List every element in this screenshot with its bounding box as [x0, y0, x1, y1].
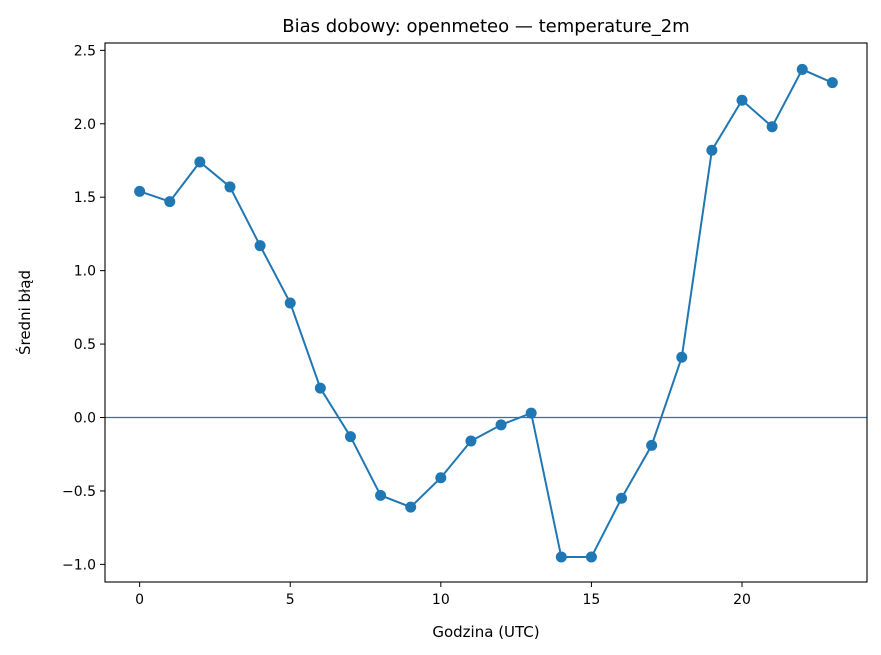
data-point — [706, 144, 718, 156]
data-point — [616, 492, 628, 504]
y-axis-ticks: 2.5 2.0 1.5 1.0 0.5 0.0 −0.5 −1.0 — [62, 43, 105, 573]
data-point — [796, 63, 808, 75]
data-point — [194, 156, 206, 168]
x-tick-label: 10 — [432, 592, 450, 608]
y-tick-label: 1.0 — [74, 264, 96, 280]
data-point — [344, 431, 356, 443]
x-axis-label: Godzina (UTC) — [432, 623, 539, 641]
chart-title: Bias dobowy: openmeteo — temperature_2m — [282, 16, 689, 37]
y-tick-label: 2.0 — [74, 117, 96, 133]
x-axis-ticks: 0 5 10 15 20 — [135, 582, 751, 608]
plot-area — [105, 63, 867, 563]
data-point — [435, 472, 447, 484]
y-tick-label: 0.5 — [74, 337, 96, 353]
data-point — [284, 297, 296, 309]
data-point — [465, 435, 477, 447]
series-line — [139, 68, 833, 559]
data-point — [164, 196, 176, 208]
y-tick-label: 0.0 — [74, 411, 96, 427]
data-point — [826, 77, 838, 89]
x-tick-label: 15 — [583, 592, 601, 608]
data-point — [224, 181, 236, 193]
data-point — [525, 407, 537, 419]
data-point — [254, 240, 266, 252]
x-tick-label: 20 — [733, 592, 751, 608]
y-axis-label: Średni błąd — [15, 270, 34, 355]
data-point — [555, 551, 567, 563]
y-tick-label: 1.5 — [74, 190, 96, 206]
data-point — [375, 489, 387, 501]
data-point — [676, 351, 688, 363]
data-point — [314, 382, 326, 394]
data-point — [585, 551, 597, 563]
y-tick-label: 2.5 — [74, 43, 96, 59]
y-tick-label: −0.5 — [62, 484, 96, 500]
x-tick-label: 0 — [135, 592, 144, 608]
data-point — [405, 501, 417, 513]
plot-frame — [104, 42, 868, 583]
data-point — [736, 94, 748, 106]
data-point — [495, 419, 507, 431]
x-tick-label: 5 — [286, 592, 295, 608]
data-point — [646, 439, 658, 451]
data-point — [766, 121, 778, 133]
data-point — [134, 185, 146, 197]
y-tick-label: −1.0 — [62, 557, 96, 573]
